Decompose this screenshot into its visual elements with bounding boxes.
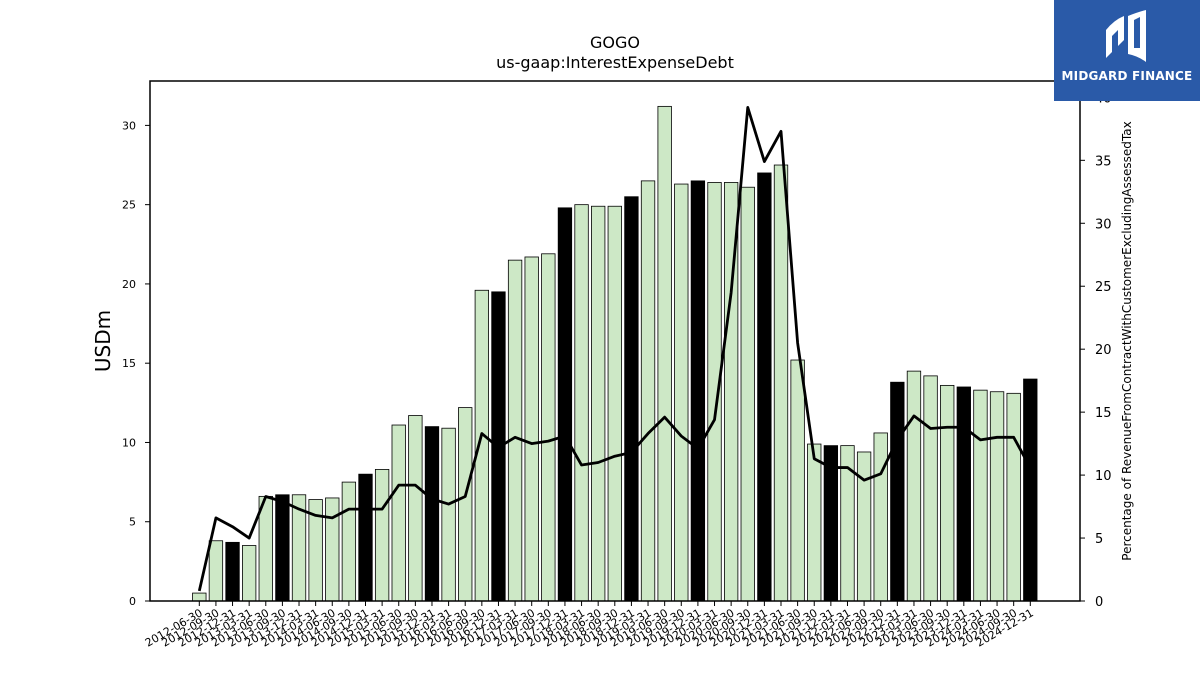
bar <box>408 415 423 602</box>
bar <box>275 494 290 602</box>
bar <box>989 391 1005 602</box>
y2-tick-label: 30 <box>1095 217 1112 232</box>
y-tick-label: 30 <box>122 119 136 132</box>
y2-tick-label: 0 <box>1095 595 1103 610</box>
y2-tick-label: 5 <box>1095 532 1103 547</box>
y-tick-label: 15 <box>122 357 136 370</box>
bar <box>374 469 390 602</box>
bar <box>441 427 456 602</box>
bar-series <box>192 105 1038 602</box>
left-axis: 0 5 10 15 20 25 30 <box>122 119 150 608</box>
bar <box>391 424 406 602</box>
y-axis-label: USDm <box>91 310 115 372</box>
bar <box>940 384 955 602</box>
bar <box>541 253 556 602</box>
y-tick-label: 0 <box>129 595 136 608</box>
bar <box>873 432 888 602</box>
y2-tick-label: 10 <box>1095 469 1112 484</box>
bar <box>690 180 706 602</box>
y2-tick-label: 25 <box>1095 280 1112 295</box>
y-tick-label: 25 <box>122 199 136 212</box>
bar <box>341 481 357 602</box>
bar <box>624 196 639 602</box>
line-series <box>197 106 1032 592</box>
y-tick-label: 10 <box>122 436 136 449</box>
bar <box>242 545 257 602</box>
bar <box>757 172 772 602</box>
bar <box>208 540 224 602</box>
bar <box>640 180 656 602</box>
bar <box>474 289 489 602</box>
brand-logo: MIDGARD FINANCE <box>1054 0 1200 101</box>
bar <box>225 541 240 602</box>
bar <box>790 359 805 602</box>
bar <box>773 164 789 602</box>
y2-tick-label: 35 <box>1095 154 1112 169</box>
y-tick-label: 5 <box>129 516 136 529</box>
y2-axis-label: Percentage of RevenueFromContractWithCus… <box>1120 121 1134 560</box>
y-tick-label: 20 <box>122 278 136 291</box>
bar <box>524 256 539 602</box>
bar <box>424 426 440 602</box>
bar <box>192 592 207 602</box>
bar <box>923 375 938 602</box>
bar <box>507 259 523 602</box>
bar <box>1006 392 1021 602</box>
chart-title: GOGO <box>590 33 640 52</box>
bar <box>973 389 988 602</box>
bar <box>358 473 373 602</box>
logo-mark-icon <box>1106 10 1146 62</box>
bar <box>574 204 589 602</box>
bar <box>890 381 905 602</box>
logo-text: MIDGARD FINANCE <box>1061 69 1193 83</box>
bar <box>674 183 689 602</box>
right-axis: 0510152025303540 <box>1080 91 1112 610</box>
bar <box>325 497 340 602</box>
y2-tick-label: 20 <box>1095 343 1112 358</box>
chart-subtitle: us-gaap:InterestExpenseDebt <box>496 53 734 72</box>
bar <box>657 105 672 602</box>
bar <box>906 370 922 602</box>
bar <box>458 407 473 602</box>
bar <box>607 205 622 602</box>
bar <box>1023 378 1038 602</box>
bar <box>856 451 872 602</box>
bar <box>807 443 822 602</box>
series-line <box>197 106 1032 592</box>
bar <box>956 386 971 602</box>
bar <box>591 205 606 602</box>
x-axis: 2012-06-302012-09-302012-12-312013-03-31… <box>143 601 1036 650</box>
y2-tick-label: 15 <box>1095 406 1112 421</box>
bar <box>557 207 573 602</box>
bar <box>740 186 755 602</box>
